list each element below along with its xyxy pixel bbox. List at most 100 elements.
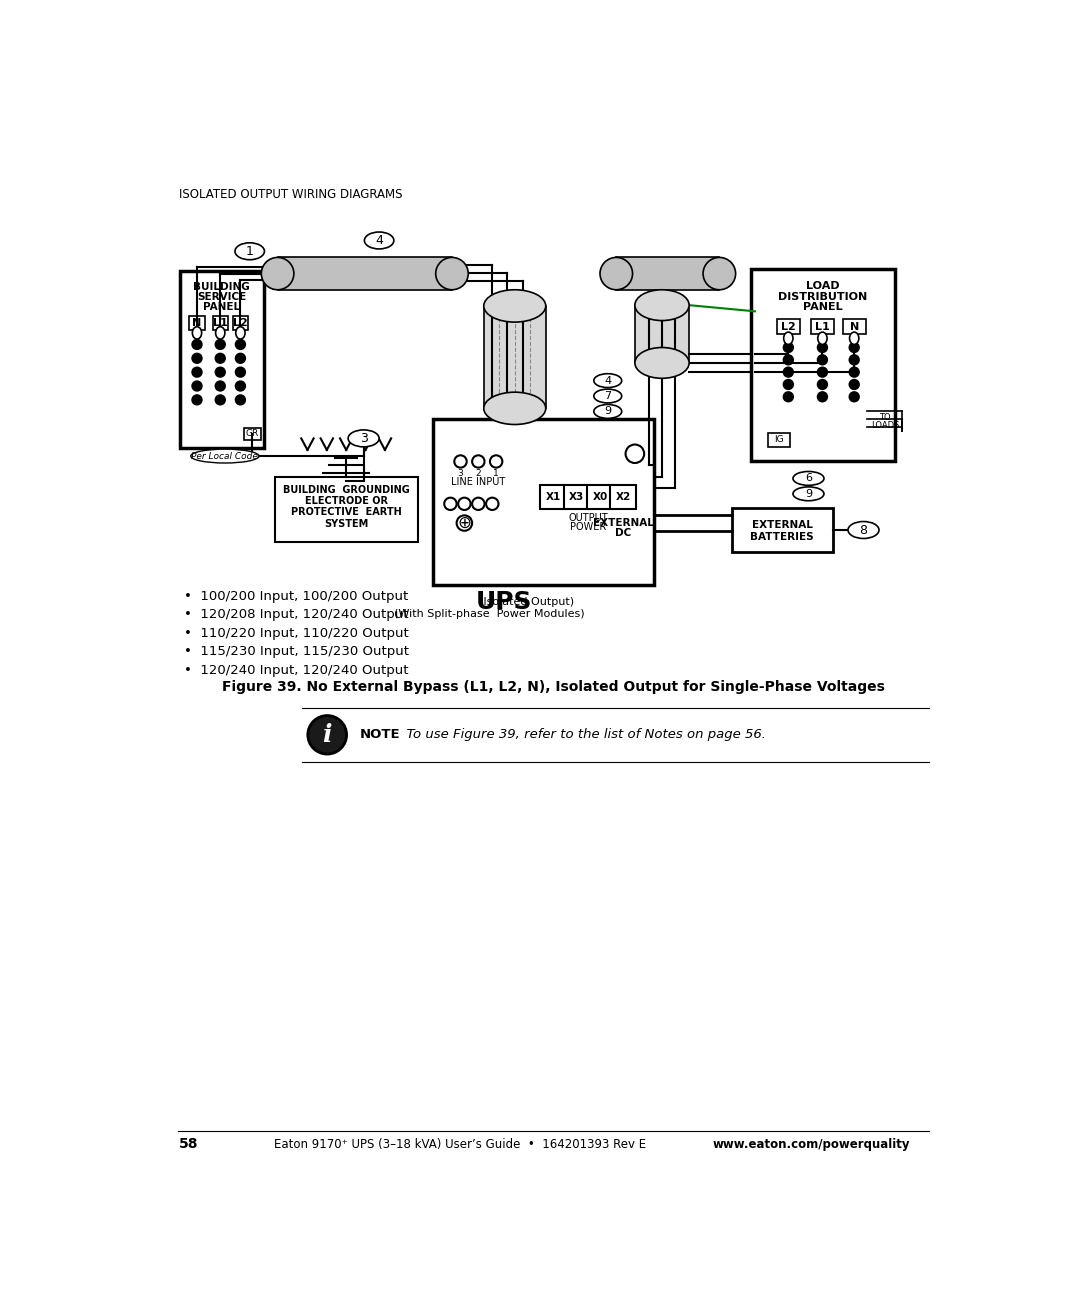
Text: 6: 6 [805, 473, 812, 484]
Circle shape [818, 392, 827, 401]
Ellipse shape [848, 522, 879, 539]
Text: BATTERIES: BATTERIES [751, 532, 814, 541]
Bar [777, 319, 800, 334]
Bar [751, 269, 894, 461]
Circle shape [235, 382, 245, 391]
Circle shape [818, 380, 827, 389]
Text: IG: IG [774, 435, 784, 444]
Bar [278, 257, 451, 290]
Circle shape [818, 367, 827, 376]
Circle shape [784, 367, 793, 376]
Circle shape [850, 380, 859, 389]
Text: EXTERNAL: EXTERNAL [752, 519, 812, 530]
Text: DC: DC [616, 528, 632, 538]
Circle shape [472, 498, 485, 510]
Ellipse shape [235, 243, 265, 260]
Circle shape [235, 367, 245, 376]
Circle shape [192, 382, 202, 391]
Text: SYSTEM: SYSTEM [324, 519, 368, 528]
Text: EXTERNAL: EXTERNAL [593, 518, 653, 528]
Text: 2: 2 [475, 468, 481, 477]
Text: Eaton 9170⁺ UPS (3–18 kVA) User’s Guide  •  164201393 Rev E: Eaton 9170⁺ UPS (3–18 kVA) User’s Guide … [274, 1138, 654, 1151]
Text: UPS: UPS [476, 590, 532, 614]
Text: ⊕: ⊕ [458, 514, 471, 532]
Bar [433, 420, 654, 585]
Text: OUTPUT: OUTPUT [568, 513, 608, 523]
Ellipse shape [784, 332, 793, 345]
Text: L1: L1 [213, 317, 228, 328]
Bar [610, 485, 636, 509]
Circle shape [490, 455, 502, 468]
Bar [635, 305, 689, 363]
Circle shape [216, 395, 225, 405]
Circle shape [455, 455, 467, 468]
Circle shape [216, 340, 225, 349]
Ellipse shape [364, 232, 394, 249]
Text: 58: 58 [179, 1138, 199, 1151]
Ellipse shape [818, 332, 827, 345]
Text: X2: X2 [616, 492, 631, 502]
Bar [540, 485, 567, 509]
Circle shape [625, 444, 644, 463]
Text: 7: 7 [604, 391, 611, 401]
Text: •  120/208 Input, 120/240 Output: • 120/208 Input, 120/240 Output [184, 608, 408, 621]
Circle shape [192, 354, 202, 363]
Text: N: N [192, 317, 202, 328]
Text: BUILDING: BUILDING [193, 282, 251, 291]
Text: •  100/200 Input, 100/200 Output: • 100/200 Input, 100/200 Output [184, 590, 408, 603]
Ellipse shape [191, 450, 259, 463]
Text: www.eaton.com/powerquality: www.eaton.com/powerquality [713, 1138, 909, 1151]
Circle shape [457, 515, 472, 531]
Text: NOTE: NOTE [360, 729, 401, 741]
Text: 3: 3 [458, 468, 463, 477]
Ellipse shape [594, 405, 622, 418]
Bar [484, 305, 545, 408]
Circle shape [850, 343, 859, 353]
Text: PANEL: PANEL [203, 302, 241, 312]
Ellipse shape [793, 472, 824, 485]
Text: 9: 9 [604, 406, 611, 417]
Text: X1: X1 [545, 492, 562, 502]
Text: To use Figure 39, refer to the list of Notes on page 56.: To use Figure 39, refer to the list of N… [399, 729, 767, 741]
Bar [274, 477, 418, 543]
Circle shape [458, 498, 471, 510]
Text: DISTRIBUTION: DISTRIBUTION [779, 291, 867, 302]
Text: 1: 1 [494, 468, 499, 477]
Circle shape [216, 382, 225, 391]
Bar [189, 316, 205, 330]
Text: (With Split-phase  Power Modules): (With Split-phase Power Modules) [394, 608, 584, 619]
Ellipse shape [192, 326, 202, 340]
Bar [586, 485, 613, 509]
Text: PANEL: PANEL [804, 303, 842, 312]
Circle shape [308, 716, 347, 754]
Circle shape [784, 392, 793, 401]
Circle shape [784, 355, 793, 364]
Text: Per Local Code: Per Local Code [191, 451, 258, 460]
Text: ELECTRODE OR: ELECTRODE OR [305, 496, 388, 506]
Ellipse shape [635, 290, 689, 321]
Ellipse shape [348, 430, 379, 447]
Text: 8: 8 [860, 523, 867, 536]
Text: •  115/230 Input, 115/230 Output: • 115/230 Input, 115/230 Output [184, 645, 409, 658]
Text: LINE INPUT: LINE INPUT [451, 477, 505, 488]
Ellipse shape [216, 326, 225, 340]
Circle shape [192, 395, 202, 405]
Circle shape [192, 367, 202, 376]
Text: BUILDING  GROUNDING: BUILDING GROUNDING [283, 485, 409, 496]
Circle shape [235, 354, 245, 363]
Text: PROTECTIVE  EARTH: PROTECTIVE EARTH [291, 507, 402, 518]
Text: TO: TO [879, 413, 891, 422]
Text: 1: 1 [246, 245, 254, 258]
Circle shape [784, 343, 793, 353]
Ellipse shape [484, 392, 545, 425]
Text: i: i [323, 722, 332, 747]
Text: L2: L2 [233, 317, 247, 328]
Ellipse shape [261, 257, 294, 290]
Text: LOAD: LOAD [806, 281, 839, 291]
Ellipse shape [235, 326, 245, 340]
Circle shape [444, 498, 457, 510]
Text: Figure 39. No External Bypass (L1, L2, N), Isolated Output for Single-Phase Volt: Figure 39. No External Bypass (L1, L2, N… [222, 680, 885, 694]
Circle shape [850, 392, 859, 401]
Text: 4: 4 [375, 233, 383, 246]
Text: •  120/240 Input, 120/240 Output: • 120/240 Input, 120/240 Output [184, 663, 408, 676]
